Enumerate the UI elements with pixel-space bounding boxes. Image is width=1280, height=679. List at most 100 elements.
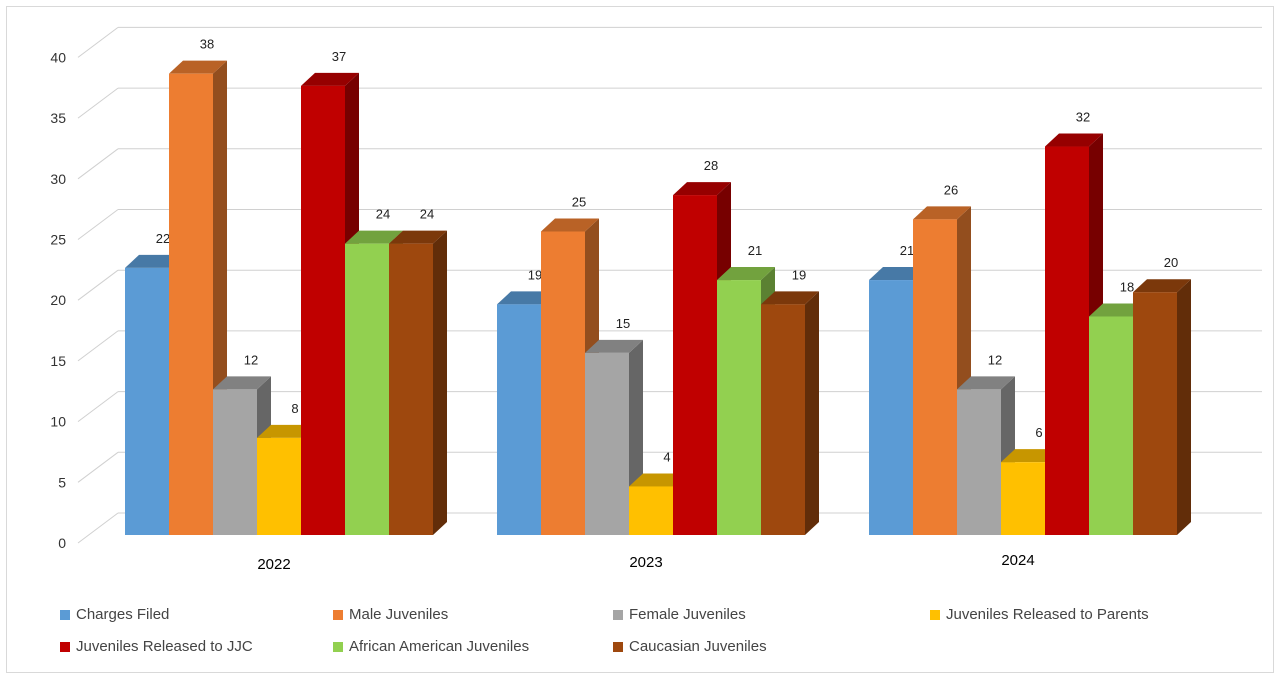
bar xyxy=(761,304,805,535)
y-tick-label: 30 xyxy=(50,171,66,187)
bar xyxy=(673,195,717,535)
bar xyxy=(913,219,957,536)
x-category-label: 2024 xyxy=(1001,552,1034,569)
bar-top xyxy=(1089,303,1147,317)
bar xyxy=(869,280,913,535)
bar xyxy=(1045,146,1089,535)
legend-label: Male Juveniles xyxy=(349,606,449,623)
bar xyxy=(497,304,541,535)
bar-top xyxy=(673,182,731,196)
data-label: 25 xyxy=(572,195,586,210)
bar-top xyxy=(169,60,227,74)
bar-side xyxy=(805,291,819,535)
legend-swatch xyxy=(333,641,343,652)
gridline-diagonal xyxy=(77,269,119,301)
data-label: 21 xyxy=(900,243,914,258)
legend-item: Female Juveniles xyxy=(613,606,746,623)
legend-item: African American Juveniles xyxy=(333,638,529,655)
gridline-diagonal xyxy=(77,391,119,423)
y-tick-label: 35 xyxy=(50,110,66,126)
bar-top xyxy=(213,376,271,390)
bar-side xyxy=(433,230,447,535)
data-label: 32 xyxy=(1076,110,1090,125)
legend-swatch xyxy=(60,609,70,620)
y-tick-label: 15 xyxy=(50,353,66,369)
bar-top xyxy=(717,267,775,281)
data-label: 12 xyxy=(988,352,1002,367)
bar xyxy=(169,73,213,536)
bar-top xyxy=(761,291,819,305)
bar-top xyxy=(301,72,359,86)
legend-swatch xyxy=(333,609,343,620)
data-label: 8 xyxy=(291,401,298,416)
data-label: 24 xyxy=(376,207,390,222)
bar-top xyxy=(957,376,1015,390)
bar xyxy=(717,280,761,535)
bar xyxy=(585,352,629,535)
bar xyxy=(1089,316,1133,535)
gridline-diagonal xyxy=(77,148,119,180)
legend-item: Caucasian Juveniles xyxy=(613,638,767,655)
bar-top xyxy=(541,218,599,232)
bar xyxy=(345,243,389,535)
gridline-diagonal xyxy=(77,330,119,362)
data-label: 18 xyxy=(1120,279,1134,294)
bar xyxy=(629,486,673,535)
bar xyxy=(389,243,433,535)
data-label: 28 xyxy=(704,158,718,173)
data-label: 22 xyxy=(156,231,170,246)
legend-swatch xyxy=(930,609,940,620)
bar-top xyxy=(1001,449,1059,463)
data-label: 15 xyxy=(616,316,630,331)
bar-top xyxy=(585,339,643,353)
legend-item: Juveniles Released to JJC xyxy=(60,638,253,655)
y-tick-label: 5 xyxy=(58,474,66,490)
data-label: 4 xyxy=(663,449,670,464)
data-label: 19 xyxy=(792,267,806,282)
gridline-diagonal xyxy=(77,451,119,483)
bar-top xyxy=(913,206,971,220)
bar xyxy=(1001,462,1045,535)
bar xyxy=(301,85,345,535)
x-category-label: 2022 xyxy=(257,556,290,573)
y-tick-label: 40 xyxy=(50,49,66,65)
gridline-diagonal xyxy=(77,512,119,544)
bar xyxy=(257,437,301,535)
bar-top xyxy=(257,424,315,438)
gridline-diagonal xyxy=(77,209,119,240)
gridline-diagonal xyxy=(77,26,119,58)
data-label: 37 xyxy=(332,49,346,64)
y-tick-label: 10 xyxy=(50,414,66,430)
bar-side xyxy=(1177,279,1191,535)
legend-label: Juveniles Released to Parents xyxy=(946,606,1149,623)
bar-top xyxy=(1045,133,1103,147)
data-label: 19 xyxy=(528,267,542,282)
bar-chart: 0 5 10 15 20 25 30 35 40 22 38 12 8 37 24 24 2022 19 25 15 4… xyxy=(50,26,1262,573)
data-label: 21 xyxy=(748,243,762,258)
bar xyxy=(541,231,585,535)
gridline-diagonal xyxy=(77,87,119,119)
legend-label: African American Juveniles xyxy=(349,638,530,655)
legend-label: Juveniles Released to JJC xyxy=(76,638,253,655)
legend-label: Charges Filed xyxy=(76,606,170,623)
bar xyxy=(1133,292,1177,535)
bar-top xyxy=(1133,279,1191,293)
data-label: 24 xyxy=(420,207,434,222)
y-tick-label: 25 xyxy=(50,232,66,248)
x-category-label: 2023 xyxy=(629,554,662,571)
bar-top xyxy=(497,291,555,305)
legend-label: Female Juveniles xyxy=(629,606,746,623)
data-label: 6 xyxy=(1035,425,1042,440)
legend-item: Male Juveniles xyxy=(333,606,448,623)
legend-item: Juveniles Released to Parents xyxy=(930,606,1149,623)
bar xyxy=(957,389,1001,535)
data-label: 38 xyxy=(200,37,214,52)
data-label: 26 xyxy=(944,182,958,197)
bar-top xyxy=(629,473,687,487)
y-tick-label: 0 xyxy=(58,535,66,551)
bar xyxy=(213,389,257,535)
bar-top xyxy=(389,230,447,244)
bar-top xyxy=(345,230,403,244)
legend-swatch xyxy=(60,641,70,652)
bar xyxy=(125,267,169,535)
